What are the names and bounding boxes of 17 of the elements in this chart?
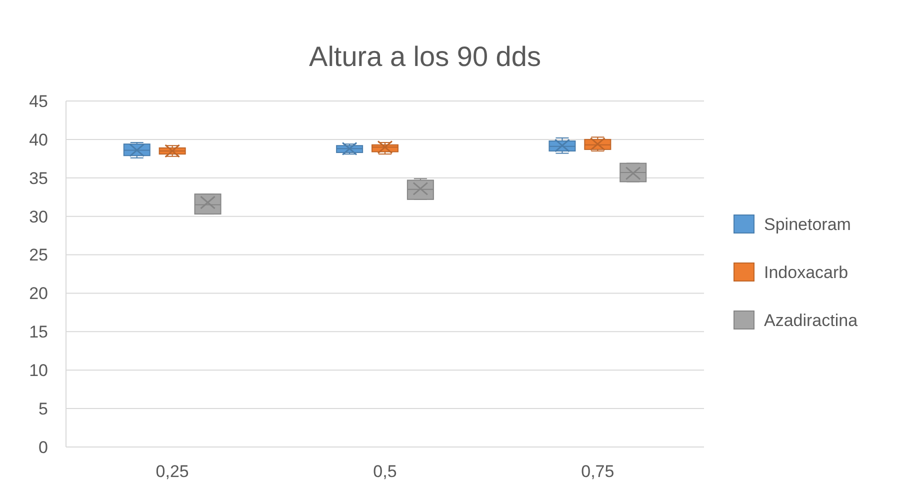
y-tick-label: 35 [29, 168, 48, 188]
x-tick-label: 0,25 [156, 462, 189, 481]
chart-title: Altura a los 90 dds [309, 41, 541, 72]
legend-label: Spinetoram [764, 214, 851, 234]
y-tick-label: 10 [29, 361, 48, 380]
y-tick-label: 0 [38, 438, 48, 457]
legend-label: Azadiractina [764, 310, 858, 330]
x-tick-label: 0,5 [373, 462, 397, 481]
y-tick-label: 15 [29, 322, 48, 342]
y-tick-label: 40 [29, 130, 48, 150]
y-tick-label: 20 [29, 284, 48, 304]
y-tick-label: 25 [29, 246, 48, 265]
y-tick-label: 30 [29, 207, 48, 226]
y-tick-label: 45 [29, 92, 48, 111]
legend-label: Indoxacarb [764, 262, 848, 282]
x-tick-label: 0,75 [581, 462, 614, 481]
y-tick-label: 5 [38, 400, 48, 419]
